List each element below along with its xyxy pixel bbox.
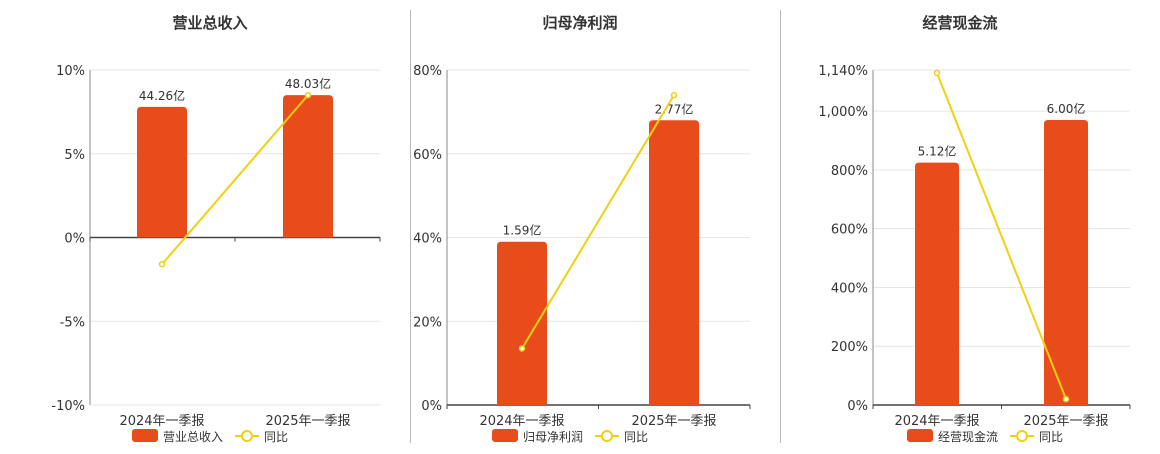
legend-bar-swatch [907, 429, 933, 442]
y-tick-label: 600% [831, 223, 868, 238]
y-tick-label: 0% [421, 399, 442, 414]
yoy-line [161, 94, 309, 265]
x-tick-label: 2024年一季报 [119, 414, 204, 429]
yoy-point [158, 261, 166, 268]
chart-title: 经营现金流 [922, 14, 997, 32]
legend-line-marker [1016, 430, 1028, 442]
bar [497, 241, 547, 405]
bar [915, 162, 959, 405]
bar-value-label: 5.12亿 [918, 144, 957, 159]
legend-bar-label: 经营现金流 [938, 429, 998, 444]
x-tick-label: 2024年一季报 [894, 414, 979, 429]
yoy-point [304, 91, 312, 99]
y-tick-label: -5% [60, 315, 85, 330]
bar-value-label: 48.03亿 [285, 76, 331, 91]
legend-line-label: 同比 [624, 430, 648, 444]
y-tick-label: 60% [413, 148, 442, 163]
bar-value-label: 2.77亿 [655, 101, 694, 116]
legend-line-label: 同比 [1039, 430, 1063, 444]
legend-bar-swatch [492, 429, 518, 442]
bar [137, 106, 187, 238]
yoy-point [518, 345, 526, 352]
x-tick-label: 2025年一季报 [631, 414, 716, 429]
bar-value-label: 1.59亿 [503, 223, 542, 238]
y-tick-label: 80% [413, 64, 442, 79]
bar-value-label: 6.00亿 [1047, 101, 1086, 116]
panel-divider [780, 10, 781, 443]
y-tick-label: 20% [413, 315, 442, 330]
y-tick-label: 0% [847, 399, 868, 414]
x-tick-label: 2024年一季报 [479, 414, 564, 429]
bar [649, 120, 699, 405]
y-tick-label: 5% [64, 148, 85, 163]
legend-line-label: 同比 [264, 430, 288, 444]
legend-bar-label: 营业总收入 [163, 430, 223, 444]
y-tick-label: -10% [51, 399, 85, 414]
legend-line-marker [241, 430, 253, 442]
legend-bar-label: 归母净利润 [523, 430, 583, 444]
y-tick-label: 1,140% [818, 64, 868, 79]
yoy-point [1062, 395, 1070, 403]
x-tick-label: 2025年一季报 [265, 414, 350, 429]
legend-line-marker [601, 430, 613, 442]
y-tick-label: 400% [831, 281, 868, 296]
x-tick-label: 2025年一季报 [1023, 414, 1108, 429]
legend-bar-swatch [132, 429, 158, 442]
y-tick-label: 0% [64, 232, 85, 247]
panel-divider [410, 10, 411, 443]
chart-title: 归母净利润 [542, 14, 617, 32]
y-tick-label: 1,000% [818, 105, 868, 120]
y-tick-label: 800% [831, 164, 868, 179]
bar [1044, 119, 1088, 405]
chart-title: 营业总收入 [172, 14, 247, 32]
yoy-point [670, 91, 678, 99]
yoy-line [936, 72, 1067, 400]
y-tick-label: 200% [831, 340, 868, 355]
y-tick-label: 10% [56, 64, 85, 79]
bar-value-label: 44.26亿 [139, 88, 185, 103]
yoy-line [521, 94, 675, 349]
yoy-point [933, 69, 941, 77]
bar [283, 95, 333, 238]
y-tick-label: 40% [413, 232, 442, 247]
